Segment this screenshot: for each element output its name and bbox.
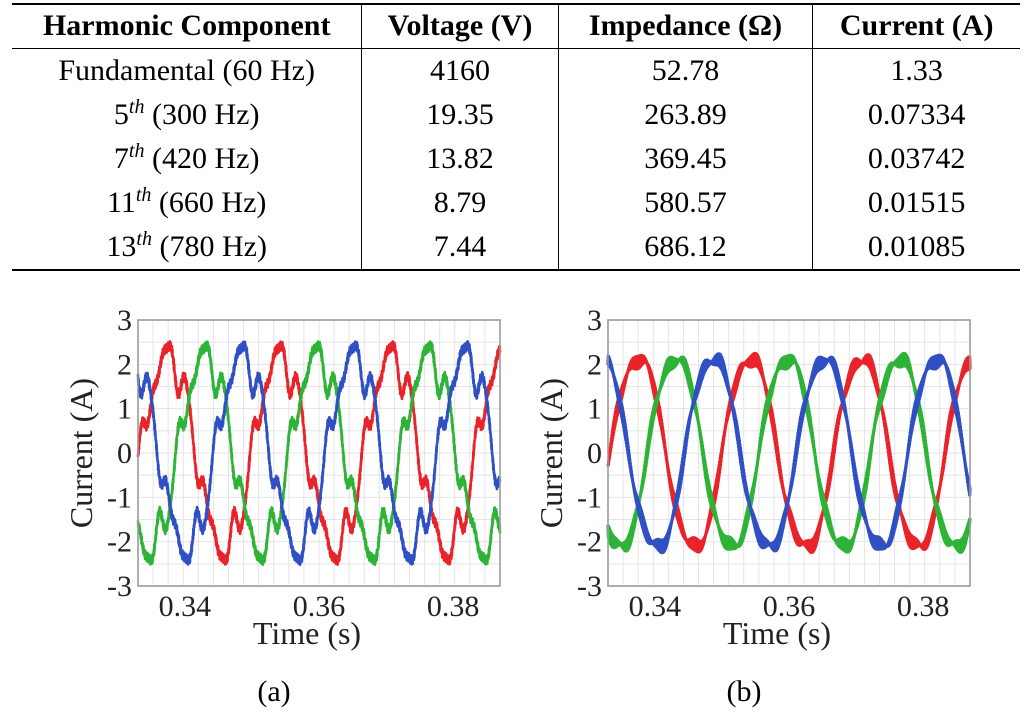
harmonic-frequency: (420 Hz) — [151, 142, 260, 175]
table-row: Fundamental (60 Hz) 4160 52.78 1.33 — [12, 48, 1020, 94]
harmonic-order-suffix: th — [135, 184, 152, 206]
y-tick-label: -2 — [107, 526, 132, 559]
cell-voltage: 19.35 — [361, 93, 559, 137]
series-line-0 — [606, 351, 972, 554]
cell-harmonic: 5th (300 Hz) — [12, 93, 362, 137]
y-axis-label: Current (A) — [63, 378, 99, 528]
harmonic-order-suffix: th — [136, 228, 152, 250]
cell-voltage: 13.82 — [361, 137, 559, 181]
cell-current: 0.01515 — [812, 181, 1020, 225]
y-tick-label: 0 — [587, 437, 602, 470]
harmonic-order: 7 — [113, 142, 129, 175]
harmonic-order: 5 — [113, 98, 129, 131]
cell-voltage: 4160 — [361, 48, 559, 93]
table-row: 13th (780 Hz) 7.44 686.12 0.01085 — [12, 225, 1020, 271]
y-tick-label: 3 — [587, 304, 602, 337]
cell-voltage: 8.79 — [361, 181, 559, 225]
x-tick-label: 0.34 — [629, 590, 682, 623]
cell-current: 0.01085 — [812, 225, 1020, 271]
plot-frame — [137, 319, 501, 587]
cell-current: 1.33 — [812, 48, 1020, 93]
y-tick-label: -1 — [577, 481, 602, 514]
cell-impedance: 580.57 — [557, 181, 813, 225]
y-tick-label: -1 — [107, 481, 132, 514]
y-tick-label: -3 — [107, 570, 132, 603]
cell-impedance: 686.12 — [557, 225, 813, 271]
chart-a-svg: -3 -2 -1 0 1 2 3 0.34 0.36 0.38 Time (s) Current (A… — [63, 304, 502, 651]
harmonic-frequency: (60 Hz) — [222, 54, 315, 87]
cell-harmonic: 13th (780 Hz) — [12, 225, 362, 271]
series-line-2 — [136, 339, 502, 567]
y-tick-label: 1 — [587, 393, 602, 426]
cell-harmonic: Fundamental (60 Hz) — [12, 49, 362, 94]
harmonic-frequency: (780 Hz) — [159, 230, 267, 263]
table-row: 7th (420 Hz) 13.82 369.45 0.03742 — [12, 137, 1020, 181]
caption-b: (b) — [726, 675, 762, 708]
x-tick-label: 0.36 — [293, 590, 346, 623]
series-line-1 — [136, 340, 502, 567]
harmonic-order-suffix: th — [128, 140, 145, 162]
chart-a: -3 -2 -1 0 1 2 3 0.34 0.36 0.38 Time (s) Current (A… — [30, 300, 510, 662]
series-line-2 — [606, 352, 972, 555]
x-tick-label: 0.38 — [897, 590, 950, 623]
table-body: Fundamental (60 Hz) 4160 52.78 1.33 5th (300… — [12, 48, 1020, 271]
cell-current: 0.03742 — [812, 137, 1020, 181]
header-voltage: Voltage (V) — [361, 4, 559, 49]
x-axis-label: Time (s) — [723, 615, 831, 651]
y-tick-label: 2 — [117, 348, 132, 381]
y-axis-label: Current (A) — [533, 378, 569, 528]
harmonic-order: 11 — [106, 186, 136, 219]
plot-frame — [607, 319, 971, 587]
y-tick-label: 0 — [117, 437, 132, 470]
cell-harmonic: 11th (660 Hz) — [12, 181, 362, 225]
x-tick-label: 0.36 — [763, 590, 816, 623]
chart-b-svg: -3 -2 -1 0 1 2 3 0.34 0.36 0.38 Time (s) Current (A… — [533, 304, 972, 651]
cell-harmonic: 7th (420 Hz) — [12, 137, 362, 181]
harmonic-frequency: (300 Hz) — [151, 98, 260, 131]
cell-impedance: 369.45 — [557, 137, 813, 181]
y-tick-label: 1 — [117, 393, 132, 426]
harmonic-order: 13 — [106, 230, 137, 263]
table-row: 11th (660 Hz) 8.79 580.57 0.01515 — [12, 181, 1020, 225]
table-row: 5th (300 Hz) 19.35 263.89 0.07334 — [12, 93, 1020, 137]
series-line-1 — [606, 351, 972, 554]
harmonic-order-suffix: th — [128, 96, 145, 118]
x-tick-label: 0.34 — [159, 590, 212, 623]
y-tick-label: -3 — [577, 570, 602, 603]
header-current: Current (A) — [812, 4, 1020, 49]
header-harmonic-component: Harmonic Component — [12, 4, 362, 49]
x-axis-label: Time (s) — [253, 615, 361, 651]
cell-impedance: 263.89 — [557, 93, 813, 137]
cell-impedance: 52.78 — [557, 48, 813, 93]
harmonic-table: Harmonic Component Voltage (V) Impedance… — [12, 3, 1020, 271]
harmonic-frequency: (660 Hz) — [158, 186, 267, 219]
header-impedance: Impedance (Ω) — [557, 4, 813, 49]
caption-a: (a) — [257, 675, 291, 708]
chart-b: -3 -2 -1 0 1 2 3 0.34 0.36 0.38 Time (s) Current (A… — [500, 300, 980, 662]
y-tick-label: -2 — [577, 526, 602, 559]
y-tick-label: 3 — [117, 304, 132, 337]
cell-voltage: 7.44 — [361, 225, 559, 271]
y-tick-label: 2 — [587, 348, 602, 381]
x-tick-label: 0.38 — [427, 590, 480, 623]
cell-current: 0.07334 — [812, 93, 1020, 137]
table-header-row: Harmonic Component Voltage (V) Impedance… — [12, 4, 1020, 49]
harmonic-order: Fundamental — [58, 54, 216, 87]
